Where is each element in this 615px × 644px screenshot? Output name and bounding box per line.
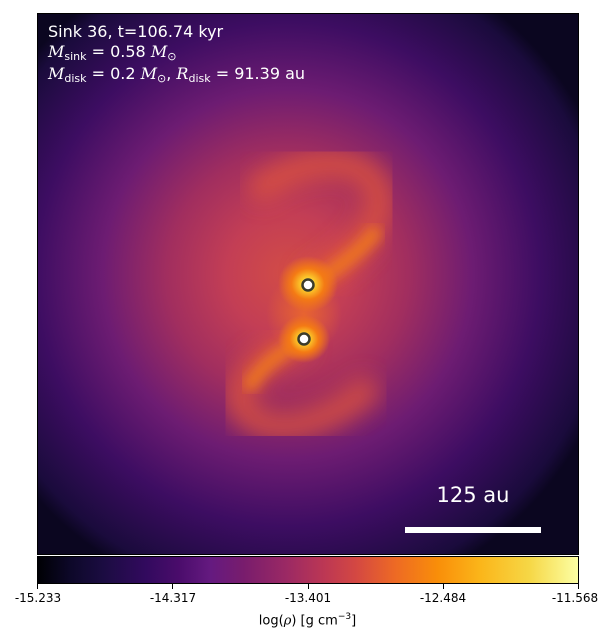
sink-time-label: Sink 36, t=106.74 kyr xyxy=(48,22,224,41)
colorbar-tick-label: -14.317 xyxy=(149,591,197,605)
colorbar-tick xyxy=(443,584,444,589)
scale-bar xyxy=(405,527,541,533)
colorbar-tick-label: -13.401 xyxy=(284,591,332,605)
density-map-panel: Sink 36, t=106.74 kyr Msink = 0.58 M⊙ Md… xyxy=(37,13,579,555)
colorbar-tick-label: -15.233 xyxy=(14,591,62,605)
density-map-image xyxy=(38,14,578,554)
disk-properties-label: Mdisk = 0.2 M⊙, Rdisk = 91.39 au xyxy=(48,64,306,85)
colorbar-tick xyxy=(578,584,579,589)
sink-mass-label: Msink = 0.58 M⊙ xyxy=(48,42,177,63)
colorbar-tick-label: -11.568 xyxy=(551,591,599,605)
colorbar-tick xyxy=(308,584,309,589)
sink-marker-upper xyxy=(301,278,315,292)
colorbar xyxy=(37,556,579,584)
sink-marker-lower xyxy=(297,332,311,346)
colorbar-tick xyxy=(37,584,38,589)
colorbar-tick xyxy=(172,584,173,589)
colorbar-label: log(ρ) [g cm−3] xyxy=(258,612,357,629)
scale-bar-label: 125 au xyxy=(436,483,510,507)
colorbar-tick-label: -12.484 xyxy=(419,591,467,605)
